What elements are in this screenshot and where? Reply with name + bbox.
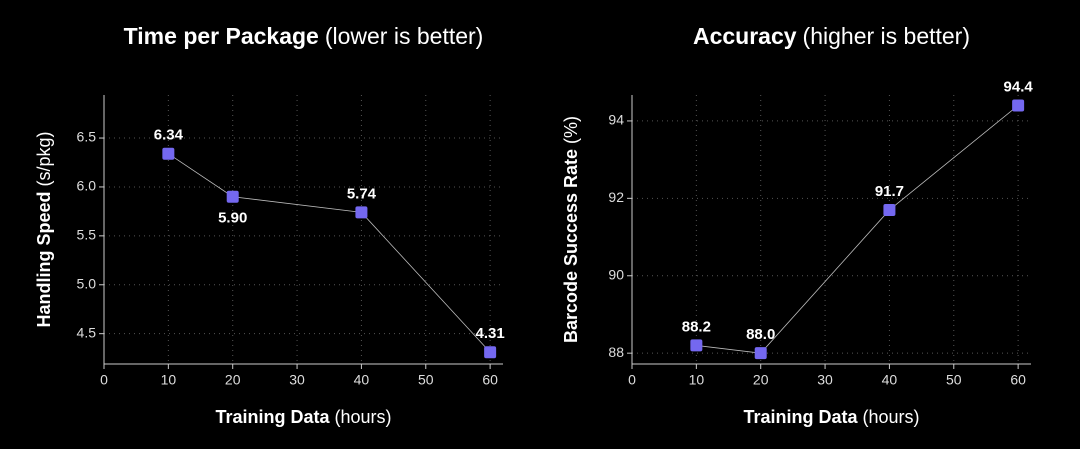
marker	[754, 347, 767, 360]
y-axis-label: Handling Speed (s/pkg)	[34, 131, 54, 327]
x-tick-label: 0	[100, 372, 108, 388]
value-label: 88.0	[746, 326, 775, 343]
value-label: 94.4	[1004, 78, 1034, 95]
value-label: 5.74	[347, 185, 377, 202]
x-label-main: Training Data	[215, 407, 330, 427]
x-label-main: Training Data	[743, 407, 858, 427]
chart-title: Accuracy (higher is better)	[693, 23, 970, 49]
value-label: 6.34	[154, 127, 184, 144]
x-tick-label: 20	[225, 372, 241, 388]
chart-title: Time per Package (lower is better)	[124, 23, 484, 49]
x-tick-label: 50	[946, 372, 962, 388]
marker	[1012, 99, 1025, 112]
marker	[690, 339, 703, 352]
title-note: (lower is better)	[325, 23, 483, 49]
marker	[883, 203, 896, 216]
y-axis-label: Barcode Success Rate (%)	[561, 116, 581, 343]
x-tick-label: 30	[289, 372, 305, 388]
marker	[355, 206, 368, 219]
y-tick-label: 6.5	[77, 129, 97, 145]
x-tick-label: 20	[753, 372, 769, 388]
x-tick-label: 50	[418, 372, 434, 388]
x-tick-label: 60	[482, 372, 498, 388]
series-line	[168, 153, 491, 353]
x-tick-label: 10	[161, 372, 177, 388]
title-note: (higher is better)	[803, 23, 970, 49]
y-tick-label: 94	[608, 112, 624, 128]
x-tick-label: 10	[689, 372, 705, 388]
marker	[226, 190, 239, 203]
x-tick-label: 30	[817, 372, 833, 388]
y-label-unit: (%)	[561, 116, 581, 144]
marker	[162, 147, 175, 160]
title-main: Accuracy	[693, 23, 797, 49]
x-axis-label: Training Data (hours)	[743, 407, 919, 427]
title-main: Time per Package	[124, 23, 319, 49]
y-tick-label: 88	[608, 344, 624, 360]
x-label-unit: (hours)	[335, 407, 392, 427]
y-label-unit: (s/pkg)	[34, 131, 54, 186]
y-tick-label: 4.5	[77, 324, 97, 340]
y-label-main: Handling Speed	[34, 192, 54, 328]
y-tick-label: 5.5	[77, 227, 97, 243]
value-label: 4.31	[476, 325, 505, 342]
x-tick-label: 40	[882, 372, 898, 388]
y-label-main: Barcode Success Rate	[561, 149, 581, 343]
marker	[484, 346, 497, 359]
value-label: 91.7	[875, 183, 904, 200]
y-tick-label: 5.0	[77, 275, 97, 291]
y-tick-label: 90	[608, 266, 624, 282]
y-tick-label: 6.0	[77, 178, 97, 194]
x-tick-label: 60	[1010, 372, 1026, 388]
value-label: 5.90	[218, 210, 247, 227]
x-tick-label: 40	[354, 372, 370, 388]
y-tick-label: 92	[608, 189, 624, 205]
series-line	[696, 105, 1019, 354]
x-label-unit: (hours)	[863, 407, 920, 427]
value-label: 88.2	[682, 318, 711, 335]
x-axis-label: Training Data (hours)	[215, 407, 391, 427]
x-tick-label: 0	[628, 372, 636, 388]
